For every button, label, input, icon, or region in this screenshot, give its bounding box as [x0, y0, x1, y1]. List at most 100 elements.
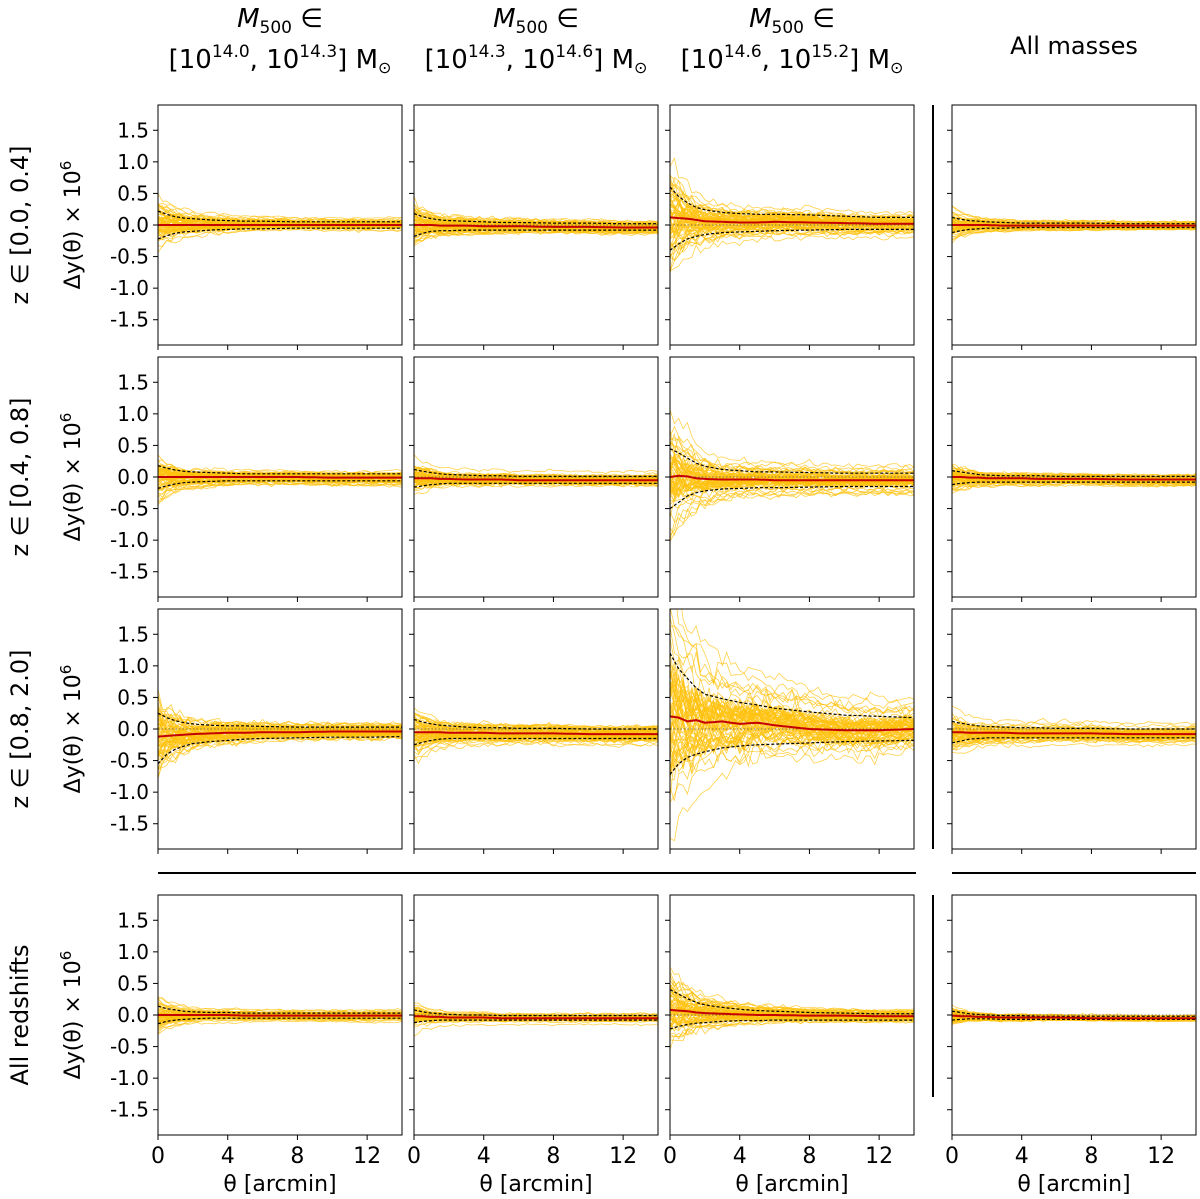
realization-line: [158, 202, 402, 223]
realization-line: [414, 741, 658, 765]
realization-line: [158, 1002, 402, 1015]
upper-band-line: [670, 448, 914, 474]
realization-line: [670, 618, 914, 716]
realization-line: [670, 737, 914, 776]
realization-line: [158, 1017, 402, 1030]
realization-line: [670, 715, 914, 749]
y-axis-label-exponent: 6: [57, 413, 75, 423]
solar-mass-symbol: ⊙: [890, 58, 903, 77]
plot-area: [158, 689, 402, 779]
x-tick-label: 12: [609, 1144, 637, 1169]
realization-line: [670, 466, 914, 482]
mean-line: [414, 1015, 658, 1020]
realization-line: [670, 457, 914, 482]
realization-line: [952, 463, 1196, 477]
realization-line: [952, 483, 1196, 494]
realization-line: [158, 729, 402, 748]
lower-band-line: [414, 1019, 658, 1024]
realization-line: [414, 1023, 658, 1037]
lower-band-line: [952, 737, 1196, 744]
column-headers: M500 ∈[1014.0, 1014.3] M⊙M500 ∈[1014.3, …: [169, 4, 1138, 77]
realization-line: [670, 625, 914, 715]
plot-area: [414, 454, 658, 495]
panel-r0-c0: -1.5 -1.0 -0.5 0.0 0.5 1.0 1.5: [110, 104, 403, 350]
realization-line: [670, 487, 914, 536]
panel-r1-c1: [409, 356, 659, 602]
y-tick-label: 1.0: [117, 940, 149, 964]
solar-mass-symbol: ⊙: [378, 58, 391, 77]
y-tick-label: -1.0: [110, 276, 149, 300]
plot-area: [952, 1004, 1196, 1025]
x-axis-label: θ [arcmin]: [1017, 1172, 1130, 1197]
realization-line: [414, 195, 658, 224]
range-open: [10: [169, 45, 212, 75]
element-of: ∈: [548, 4, 579, 34]
plot-area: [158, 996, 402, 1035]
realization-line: [670, 490, 914, 542]
realization-line: [158, 996, 402, 1012]
realization-line: [670, 234, 914, 272]
y-tick-label: -0.5: [110, 1035, 149, 1059]
y-tick-label: 0.5: [117, 971, 149, 995]
element-of: ∈: [804, 4, 835, 34]
realization-line: [414, 1020, 658, 1028]
y-axis-label-exponent: 6: [57, 161, 75, 171]
column-header-mass-line1: M500 ∈: [237, 4, 323, 38]
realization-line: [952, 741, 1196, 754]
realization-line: [670, 453, 914, 481]
y-axis-label-text: Δy(θ) × 10: [61, 960, 86, 1079]
realization-line: [670, 1019, 914, 1051]
mean-line: [414, 224, 658, 229]
upper-band-line: [414, 718, 658, 730]
panel-grid: -1.5 -1.0 -0.5 0.0 0.5 1.0 1.5 -1.5 -1.0 -0.5 0.0 0…: [110, 104, 1197, 1197]
realization-line: [670, 683, 914, 732]
separator-lines: [158, 105, 1196, 1097]
y-tick-label: 1.0: [117, 402, 149, 426]
realization-line: [952, 1004, 1196, 1017]
range-low-exponent: 14.0: [212, 42, 250, 62]
lower-band-line: [952, 481, 1196, 486]
realization-line: [952, 705, 1196, 725]
lower-band-line: [414, 482, 658, 488]
realization-line: [158, 482, 402, 506]
realization-line: [158, 467, 402, 477]
mean-line: [952, 224, 1196, 227]
range-mid: , 10: [762, 45, 812, 75]
x-tick-label: 4: [1015, 1144, 1029, 1169]
realization-line: [414, 465, 658, 478]
range-close-unit: ] M: [593, 45, 634, 75]
panel-r1-c3: [947, 356, 1197, 602]
y-tick-label: 0.5: [117, 685, 149, 709]
realization-line: [414, 740, 658, 760]
plot-area: [670, 609, 914, 842]
plot-area: [952, 463, 1196, 494]
panel-r0-c1: [409, 104, 659, 350]
column-header-mass-range: [1014.6, 1015.2] M⊙: [681, 42, 904, 77]
range-open: [10: [681, 45, 724, 75]
x-tick-label: 12: [865, 1144, 893, 1169]
upper-band-line: [952, 720, 1196, 730]
mass-symbol: M: [237, 4, 259, 34]
range-high-exponent: 14.3: [299, 42, 337, 62]
realization-line: [670, 746, 914, 842]
mean-line: [158, 730, 402, 738]
realization-line: [414, 723, 658, 736]
range-mid: , 10: [506, 45, 556, 75]
plot-area: [670, 157, 914, 274]
range-open: [10: [425, 45, 468, 75]
range-high-exponent: 15.2: [811, 42, 849, 62]
y-tick-label: 1.5: [117, 370, 149, 394]
panel-r2-c3: [947, 608, 1197, 854]
realization-line: [414, 1011, 658, 1018]
x-tick-label: 0: [663, 1144, 677, 1169]
x-tick-label: 0: [407, 1144, 421, 1169]
realization-line: [414, 204, 658, 225]
upper-band-line: [414, 468, 658, 477]
realization-line: [952, 722, 1196, 733]
panel-r2-c2: [665, 608, 915, 854]
mean-line: [670, 1008, 914, 1018]
realization-line: [670, 1016, 914, 1025]
range-close-unit: ] M: [337, 45, 378, 75]
x-tick-label: 8: [802, 1144, 816, 1169]
